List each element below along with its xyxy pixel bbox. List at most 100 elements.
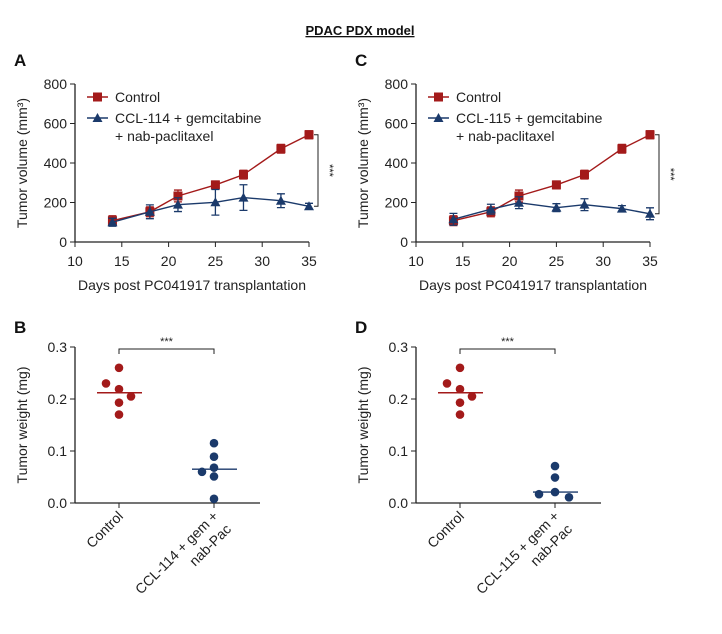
- y-tick-label: 0.2: [389, 391, 409, 407]
- y-tick-label: 0.0: [389, 495, 409, 511]
- y-axis-label: Tumor weight (mg): [14, 367, 30, 484]
- y-tick-label: 800: [44, 76, 68, 92]
- y-tick-label: 200: [44, 195, 68, 211]
- data-point-square: [173, 191, 183, 201]
- data-point-square: [238, 170, 248, 180]
- y-tick-label: 200: [385, 195, 409, 211]
- panel-letter: C: [355, 51, 367, 70]
- data-point: [455, 410, 465, 419]
- y-tick-label: 0.3: [48, 339, 68, 355]
- data-point: [209, 463, 219, 472]
- data-point-square: [579, 170, 589, 180]
- data-point: [114, 410, 124, 419]
- x-tick-label: 15: [114, 253, 130, 269]
- data-point: [114, 384, 124, 394]
- y-tick-label: 0.1: [389, 443, 409, 459]
- significance-label: ***: [664, 168, 676, 182]
- legend-triangle-icon: [92, 113, 103, 122]
- data-point-triangle: [144, 206, 155, 216]
- y-tick-label: 600: [44, 116, 68, 132]
- data-point-triangle: [448, 214, 459, 224]
- data-point: [467, 392, 477, 401]
- x-tick-label: 15: [455, 253, 471, 269]
- data-point: [550, 461, 560, 471]
- data-point: [126, 392, 136, 401]
- data-point-square: [617, 144, 627, 154]
- significance-label: ***: [323, 164, 335, 178]
- x-tick-label: 35: [301, 253, 317, 269]
- x-tick-label: 10: [67, 253, 83, 269]
- data-point-square: [551, 180, 561, 190]
- data-point-square: [210, 180, 220, 190]
- data-point-square: [304, 130, 314, 140]
- x-axis-label: Days post PC041917 transplantation: [78, 277, 306, 293]
- significance-bracket: [118, 348, 215, 354]
- data-point: [114, 398, 124, 407]
- y-axis-label: Tumor volume (mm³): [14, 98, 30, 228]
- legend-label-line2: + nab-paclitaxel: [115, 128, 213, 144]
- data-point-triangle: [513, 197, 524, 207]
- y-tick-label: 0.0: [48, 495, 68, 511]
- y-axis-label: Tumor weight (mg): [355, 367, 371, 484]
- panel-A: A 0 200 400 600 800 10 15 20 25 30 35 Days post PC04…: [14, 51, 335, 293]
- data-point-triangle: [107, 217, 118, 227]
- y-tick-label: 800: [385, 76, 409, 92]
- significance-bracket: [314, 134, 319, 207]
- figure-title: PDAC PDX model: [305, 23, 414, 38]
- data-point: [209, 494, 219, 504]
- significance-label: ***: [501, 336, 515, 348]
- x-tick-label: 25: [549, 253, 565, 269]
- data-point: [455, 398, 465, 407]
- data-point: [455, 363, 465, 373]
- x-tick-label: 20: [161, 253, 177, 269]
- data-point-triangle: [275, 195, 286, 205]
- data-point-triangle: [210, 197, 221, 207]
- category-label: Control: [424, 508, 467, 551]
- y-axis-label: Tumor volume (mm³): [355, 98, 371, 228]
- y-tick-label: 0.3: [389, 339, 409, 355]
- data-point: [209, 452, 219, 462]
- data-point-triangle: [304, 201, 314, 211]
- data-point: [564, 492, 574, 502]
- data-point-square: [514, 191, 524, 201]
- y-tick-label: 0: [400, 234, 408, 250]
- y-tick-label: 400: [385, 155, 409, 171]
- x-axis-label: Days post PC041917 transplantation: [419, 277, 647, 293]
- data-point-triangle: [238, 192, 249, 202]
- x-tick-label: 20: [502, 253, 518, 269]
- x-tick-label: 30: [595, 253, 611, 269]
- panel-letter: B: [14, 318, 26, 337]
- significance-bracket: [655, 134, 660, 215]
- y-tick-label: 0.1: [48, 443, 68, 459]
- data-point: [209, 438, 219, 448]
- legend-label: CCL-115 + gemcitabine: [456, 110, 603, 126]
- x-tick-label: 35: [642, 253, 658, 269]
- y-tick-label: 600: [385, 116, 409, 132]
- significance-label: ***: [160, 336, 174, 348]
- data-point-triangle: [485, 204, 496, 214]
- legend-label: CCL-114 + gemcitabine: [115, 110, 262, 126]
- data-point: [442, 379, 452, 388]
- data-point-square: [645, 130, 655, 140]
- panel-C: C 0 200 400 600 800 10 15 20 25 30 35 Days post PC04…: [355, 51, 676, 293]
- data-point: [534, 489, 544, 499]
- data-point-square: [276, 144, 286, 154]
- legend-label: Control: [115, 89, 160, 105]
- data-point: [101, 379, 111, 388]
- significance-bracket: [459, 348, 556, 354]
- y-tick-label: 0.2: [48, 391, 68, 407]
- x-tick-label: 25: [208, 253, 224, 269]
- y-tick-label: 400: [44, 155, 68, 171]
- panel-letter: D: [355, 318, 367, 337]
- category-label: Control: [83, 508, 126, 551]
- legend-triangle-icon: [433, 113, 444, 122]
- x-tick-label: 30: [254, 253, 270, 269]
- data-point: [550, 473, 560, 482]
- data-point-triangle: [616, 203, 627, 213]
- data-point: [209, 472, 219, 481]
- x-tick-label: 10: [408, 253, 424, 269]
- data-point-triangle: [579, 199, 590, 209]
